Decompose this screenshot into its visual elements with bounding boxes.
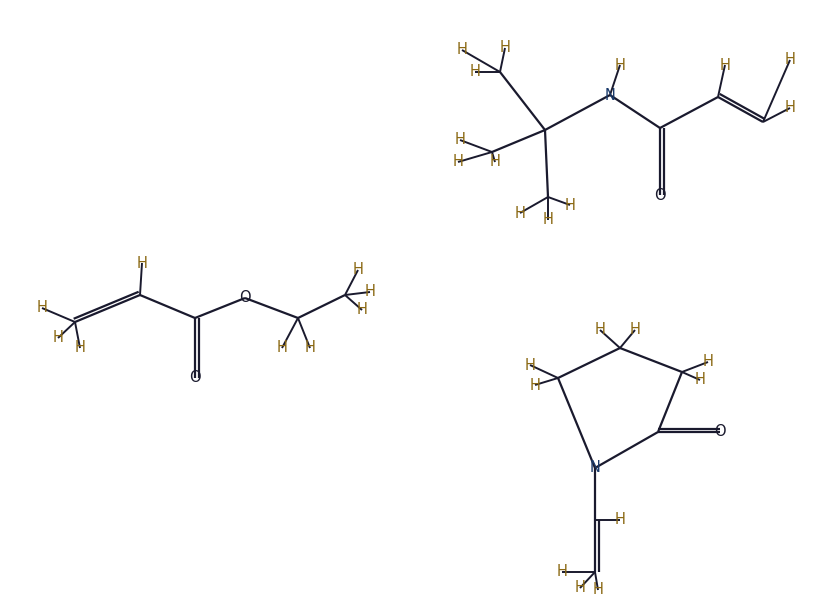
Text: H: H bbox=[53, 330, 64, 346]
Text: H: H bbox=[720, 58, 731, 72]
Text: H: H bbox=[276, 341, 287, 356]
Text: H: H bbox=[524, 358, 535, 373]
Text: O: O bbox=[189, 370, 201, 385]
Text: H: H bbox=[470, 64, 480, 79]
Text: H: H bbox=[500, 40, 511, 55]
Text: H: H bbox=[37, 300, 47, 315]
Text: H: H bbox=[365, 285, 375, 300]
Text: H: H bbox=[356, 302, 367, 317]
Text: H: H bbox=[543, 213, 554, 228]
Text: H: H bbox=[490, 155, 501, 170]
Text: H: H bbox=[785, 52, 795, 67]
Text: H: H bbox=[557, 565, 568, 580]
Text: N: N bbox=[605, 87, 616, 102]
Text: H: H bbox=[453, 155, 464, 170]
Text: H: H bbox=[595, 323, 606, 338]
Text: H: H bbox=[615, 512, 626, 527]
Text: H: H bbox=[457, 43, 467, 58]
Text: O: O bbox=[654, 187, 666, 202]
Text: H: H bbox=[615, 58, 626, 72]
Text: H: H bbox=[575, 580, 585, 595]
Text: H: H bbox=[564, 197, 575, 213]
Text: H: H bbox=[137, 255, 148, 270]
Text: H: H bbox=[454, 132, 465, 147]
Text: H: H bbox=[629, 323, 640, 338]
Text: H: H bbox=[515, 205, 526, 220]
Text: H: H bbox=[75, 341, 86, 356]
Text: O: O bbox=[714, 424, 726, 439]
Text: H: H bbox=[529, 377, 540, 393]
Text: O: O bbox=[239, 291, 251, 305]
Text: H: H bbox=[695, 373, 706, 388]
Text: H: H bbox=[305, 341, 316, 356]
Text: H: H bbox=[785, 101, 795, 116]
Text: H: H bbox=[353, 262, 364, 278]
Text: H: H bbox=[592, 583, 603, 598]
Text: H: H bbox=[702, 355, 713, 370]
Text: N: N bbox=[590, 461, 601, 476]
